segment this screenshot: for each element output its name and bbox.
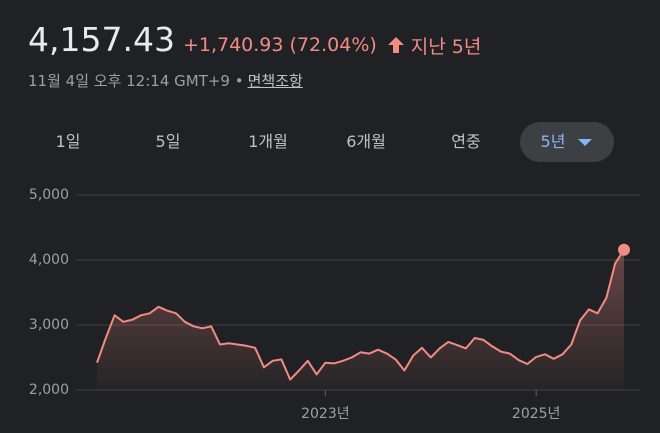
y-tick-label: 3,000 (29, 317, 69, 333)
y-tick-label: 2,000 (29, 382, 69, 398)
up-arrow (387, 37, 404, 53)
disclaimer-link[interactable]: 면책조항 (247, 72, 303, 90)
x-tick-label: 2025년 (512, 406, 561, 422)
range-tab[interactable]: 5일 (138, 122, 198, 162)
x-tick-label: 2023년 (301, 406, 350, 422)
change: +1,740.93 (72.04%) 지난 5년 (183, 32, 481, 59)
tab-label: 1개월 (248, 132, 288, 151)
change-value: +1,740.93 (72.04%) (182, 34, 377, 56)
quote-row: 4,157.43 +1,740.93 (72.04%) 지난 5년 (28, 20, 481, 59)
tab-label: 5년 (540, 132, 566, 151)
range-tab[interactable]: 1개월 (232, 122, 304, 162)
range-tab[interactable]: 6개월 (330, 122, 402, 162)
area (97, 249, 624, 390)
price: 4,157.43 (28, 20, 175, 59)
period: 지난 5년 (410, 35, 482, 58)
price-line (96, 249, 625, 381)
range-tab[interactable]: 5년 (520, 122, 614, 162)
timestamp: 11월 4일 오후 12:14 GMT+9 • (28, 72, 244, 90)
tab-label: 연중 (451, 132, 481, 151)
y-tick-label: 5,000 (29, 187, 69, 203)
tab-label: 1일 (55, 132, 81, 151)
last-point (618, 243, 630, 256)
meta-row: 11월 4일 오후 12:14 GMT+9 • 면책조항 (28, 70, 303, 91)
y-tick-label: 4,000 (29, 252, 69, 268)
dropdown-arrow (578, 139, 593, 146)
range-tab[interactable]: 1일 (38, 122, 98, 162)
tab-label: 6개월 (346, 132, 386, 151)
tab-label: 5일 (155, 132, 181, 151)
range-tab[interactable]: 연중 (430, 122, 502, 162)
